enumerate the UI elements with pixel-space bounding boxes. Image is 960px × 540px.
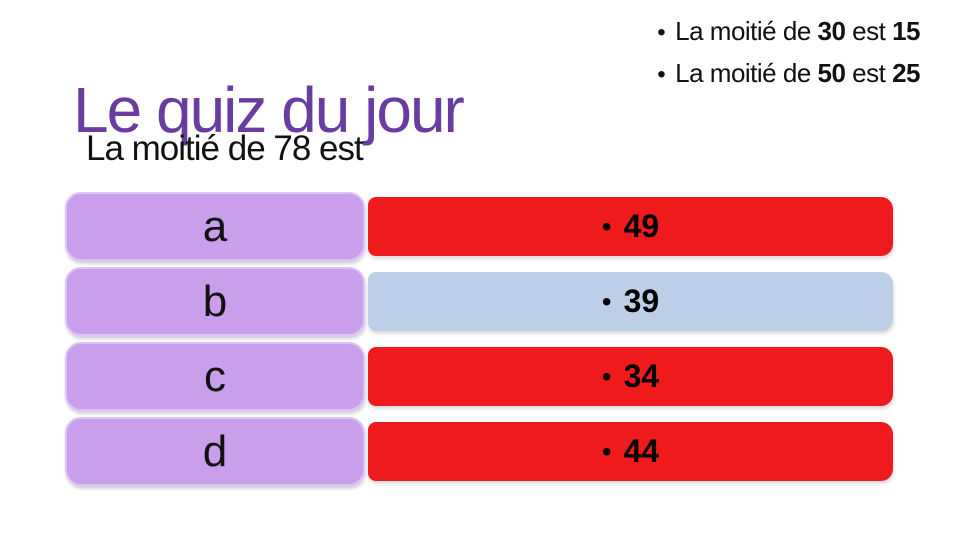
answer-value: 49	[623, 208, 660, 244]
note-text: La moitié de 30 est 15	[675, 16, 920, 46]
note-number: 50	[817, 58, 846, 88]
answer-letter: d	[202, 426, 228, 476]
note-item: • La moitié de 30 est 15	[657, 11, 920, 53]
answer-row: c • 34	[65, 342, 893, 411]
answer-letter: a	[202, 201, 228, 251]
answer-value: 39	[623, 283, 660, 319]
answer-value: 34	[623, 358, 660, 394]
bullet-icon: •	[601, 435, 612, 467]
question-text: La moitié de 78 est	[86, 129, 364, 168]
note-fragment: La moitié de	[675, 16, 818, 46]
note-number: 15	[892, 16, 920, 46]
bullet-icon: •	[657, 19, 666, 46]
answer-letter-button[interactable]: a	[65, 192, 365, 261]
answer-value-bar[interactable]: • 39	[368, 272, 893, 331]
bullet-icon: •	[601, 285, 612, 317]
note-fragment: est	[845, 58, 893, 88]
note-text: La moitié de 50 est 25	[675, 58, 920, 88]
note-number: 30	[817, 16, 846, 46]
answer-letter: c	[204, 351, 226, 401]
slide-title: Le quiz du jour	[73, 73, 465, 146]
note-fragment: est	[845, 16, 893, 46]
answer-value: 44	[623, 433, 660, 469]
answer-row: b • 39	[65, 267, 893, 336]
answer-row: a • 49	[65, 192, 893, 261]
answer-letter: b	[202, 276, 228, 326]
answer-letter-button[interactable]: b	[65, 267, 365, 336]
answer-value-bar[interactable]: • 49	[368, 197, 893, 256]
bullet-icon: •	[601, 210, 612, 242]
answer-value-bar[interactable]: • 44	[368, 422, 893, 481]
notes-list: • La moitié de 30 est 15 • La moitié de 50…	[657, 11, 920, 95]
answer-letter-button[interactable]: c	[65, 342, 365, 411]
answer-options: a • 49 b • 39 c • 34 d • 44	[65, 192, 893, 492]
note-number: 25	[892, 58, 920, 88]
answer-letter-button[interactable]: d	[65, 417, 365, 486]
bullet-icon: •	[601, 360, 612, 392]
answer-row: d • 44	[65, 417, 893, 486]
answer-value-bar[interactable]: • 34	[368, 347, 893, 406]
note-fragment: La moitié de	[675, 58, 818, 88]
bullet-icon: •	[657, 61, 666, 88]
note-item: • La moitié de 50 est 25	[657, 53, 920, 95]
